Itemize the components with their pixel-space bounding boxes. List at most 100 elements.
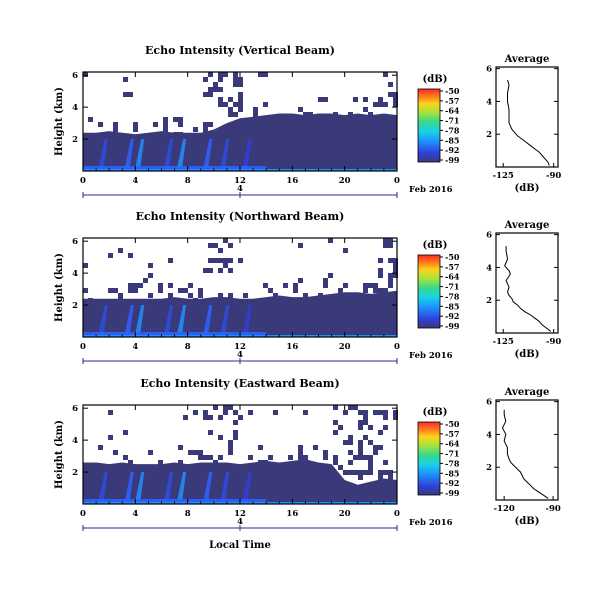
y-tick-label: 6 bbox=[72, 404, 78, 414]
profile-y-tick-label: 6 bbox=[486, 231, 492, 241]
profile-y-tick-label: 4 bbox=[486, 263, 492, 273]
x-tick-label: 0 bbox=[80, 342, 86, 352]
echo-cell bbox=[293, 283, 298, 288]
echo-cell bbox=[243, 293, 248, 298]
echo-cell bbox=[148, 263, 153, 268]
y-axis-label: Height (km) bbox=[54, 420, 65, 489]
echo-cell bbox=[393, 102, 398, 107]
profile-y-tick-label: 6 bbox=[486, 398, 492, 408]
echo-cell bbox=[318, 97, 323, 102]
echo-cell bbox=[383, 243, 388, 248]
colorbar-tick-label: -99 bbox=[445, 321, 460, 331]
echo-cell bbox=[213, 243, 218, 248]
echo-cell bbox=[118, 248, 123, 253]
echo-cell bbox=[208, 72, 213, 77]
x-tick-label: 20 bbox=[339, 176, 351, 186]
echo-cell bbox=[153, 122, 158, 127]
echo-cell bbox=[168, 258, 173, 263]
colorbar-tick-label: -64 bbox=[445, 106, 460, 116]
echo-cell bbox=[228, 97, 233, 102]
echo-cell bbox=[263, 460, 268, 465]
echo-cell bbox=[353, 405, 358, 410]
echo-cell bbox=[158, 460, 163, 465]
colorbar-unit: (dB) bbox=[423, 74, 448, 85]
echo-cell bbox=[193, 298, 198, 303]
echo-cell bbox=[203, 92, 208, 97]
echo-cell bbox=[363, 415, 368, 420]
echo-cell bbox=[233, 435, 238, 440]
echo-fill bbox=[83, 290, 397, 337]
colorbar-tick-label: -71 bbox=[445, 449, 459, 459]
profile-x-label: (dB) bbox=[515, 349, 540, 360]
echo-cell bbox=[303, 112, 308, 117]
echo-cell bbox=[358, 410, 363, 415]
echo-cell bbox=[178, 117, 183, 122]
echo-cell bbox=[233, 430, 238, 435]
echo-cell bbox=[333, 420, 338, 425]
echo-cell bbox=[113, 288, 118, 293]
echo-cell bbox=[363, 283, 368, 288]
echo-cell bbox=[383, 102, 388, 107]
echo-cell bbox=[128, 283, 133, 288]
echo-cell bbox=[233, 420, 238, 425]
echo-cell bbox=[123, 430, 128, 435]
echo-cell bbox=[203, 122, 208, 127]
echo-cell bbox=[393, 410, 398, 415]
echo-cell bbox=[133, 288, 138, 293]
echo-cell bbox=[223, 72, 228, 77]
echo-cell bbox=[208, 430, 213, 435]
x-tick-label: 0 bbox=[80, 509, 86, 519]
echo-cell bbox=[383, 410, 388, 415]
echo-cell bbox=[268, 455, 273, 460]
echo-cell bbox=[353, 470, 358, 475]
echo-cell bbox=[213, 405, 218, 410]
echo-cell bbox=[368, 465, 373, 470]
echo-cell bbox=[108, 288, 113, 293]
echo-cell bbox=[148, 450, 153, 455]
echo-cell bbox=[203, 455, 208, 460]
date-tick-label: 4 bbox=[237, 184, 243, 194]
profile-y-tick-label: 2 bbox=[486, 296, 492, 306]
echo-cell bbox=[363, 288, 368, 293]
echo-cell bbox=[363, 455, 368, 460]
echo-cell bbox=[253, 107, 258, 112]
echo-cell bbox=[198, 455, 203, 460]
x-tick-label: 4 bbox=[132, 342, 138, 352]
echo-cell bbox=[188, 450, 193, 455]
echo-cell bbox=[228, 450, 233, 455]
echo-cell bbox=[388, 238, 393, 243]
echo-cell bbox=[148, 273, 153, 278]
echo-cell bbox=[223, 238, 228, 243]
echo-cell bbox=[218, 455, 223, 460]
profile-x-label: (dB) bbox=[515, 516, 540, 527]
echo-cell bbox=[383, 238, 388, 243]
echo-cell bbox=[113, 127, 118, 132]
echo-cell bbox=[213, 258, 218, 263]
colorbar-tick-label: -71 bbox=[445, 116, 459, 126]
x-tick-label: 4 bbox=[132, 176, 138, 186]
x-tick-label: 12 bbox=[234, 509, 246, 519]
echo-cell bbox=[388, 283, 393, 288]
echo-cell bbox=[363, 470, 368, 475]
echo-cell bbox=[178, 460, 183, 465]
colorbar bbox=[417, 421, 441, 496]
echo-cell bbox=[388, 243, 393, 248]
colorbar bbox=[417, 254, 441, 329]
echo-cell bbox=[188, 293, 193, 298]
colorbar-tick-label: -64 bbox=[445, 272, 460, 282]
echo-cell bbox=[348, 405, 353, 410]
echo-cell bbox=[123, 92, 128, 97]
panel-1: Echo Intensity (Vertical Beam) 0 4 8 12 16 20 0… bbox=[54, 44, 561, 198]
profile-y-tick-label: 2 bbox=[486, 463, 492, 473]
echo-cell bbox=[178, 122, 183, 127]
echo-cell bbox=[223, 258, 228, 263]
date-label: Feb 2016 bbox=[409, 351, 453, 361]
x-tick-label: 16 bbox=[286, 509, 298, 519]
echo-cell bbox=[388, 82, 393, 87]
colorbar-tick-label: -50 bbox=[445, 252, 460, 262]
echo-cell bbox=[373, 410, 378, 415]
echo-cell bbox=[358, 475, 363, 480]
echo-cell bbox=[83, 72, 88, 77]
echo-cell bbox=[363, 410, 368, 415]
echo-cell bbox=[128, 92, 133, 97]
